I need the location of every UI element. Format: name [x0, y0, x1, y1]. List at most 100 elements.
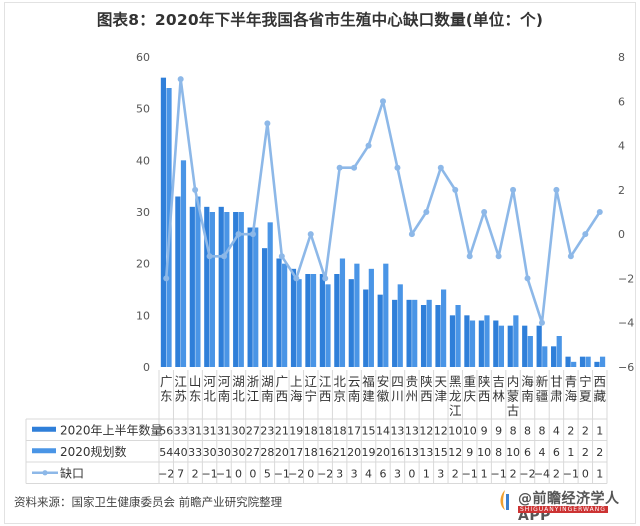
table-value: 31 [188, 424, 202, 437]
category-label: 陕 [420, 374, 433, 389]
table-value: 56 [159, 424, 173, 437]
bar-plan [513, 315, 519, 367]
bar-h1 [247, 227, 253, 367]
category-label: 广 [160, 374, 173, 389]
category-label: 古 [507, 403, 520, 418]
table-value: −1 [201, 467, 217, 480]
bar-plan [180, 160, 187, 367]
bar-plan [195, 196, 201, 367]
bar-h1 [420, 305, 427, 367]
bar-h1 [551, 346, 557, 367]
bar-h1 [175, 196, 181, 367]
gap-point [466, 253, 473, 260]
bar-h1 [204, 206, 210, 367]
bar-plan [498, 325, 505, 367]
category-label: 林 [492, 389, 505, 404]
table-value: 16 [390, 446, 404, 459]
table-value: 33 [174, 424, 188, 437]
table-value: 13 [390, 424, 404, 437]
category-label: 宁 [304, 389, 317, 404]
right-axis-tick: 4 [618, 140, 625, 153]
bar-plan [585, 356, 591, 367]
gap-point [235, 231, 242, 238]
gap-point [336, 164, 343, 171]
table-value: 0 [582, 467, 589, 480]
right-axis-tick: −6 [618, 361, 634, 374]
bar-plan [441, 289, 447, 367]
category-label: 北 [333, 374, 346, 389]
bar-plan [267, 222, 273, 367]
category-label: 海 [521, 374, 534, 389]
table-value: 5 [264, 467, 271, 480]
table-value: 2 [582, 424, 589, 437]
bar-h1 [579, 356, 586, 367]
table-value: 33 [188, 446, 202, 459]
table-value: 0 [235, 467, 242, 480]
table-value: 10 [477, 446, 491, 459]
gap-point [221, 253, 228, 260]
gap-line [164, 77, 601, 325]
table-value: 27 [246, 446, 260, 459]
table-value: 2 [192, 467, 199, 480]
bar-plan [325, 284, 331, 367]
category-label: 东 [160, 389, 173, 404]
table-value: 8 [495, 446, 502, 459]
category-label: 河 [218, 374, 231, 389]
table-value: 12 [419, 424, 433, 437]
bar-plan [426, 299, 432, 367]
legend-swatch-bar [32, 448, 56, 454]
table-value: 1 [423, 467, 430, 480]
bar-h1 [536, 325, 542, 367]
table-value: 4 [365, 467, 372, 480]
table-value: 17 [347, 424, 361, 437]
right-axis-tick: 6 [618, 95, 625, 108]
table-value: 9 [481, 424, 488, 437]
gap-point [163, 275, 170, 282]
gap-point [567, 253, 574, 260]
gap-point [380, 98, 386, 105]
table-value: 30 [203, 446, 217, 459]
table-value: 0 [307, 467, 314, 480]
table-value: 19 [362, 446, 376, 459]
table-value: −1 [491, 467, 507, 480]
category-label: 海 [290, 389, 303, 404]
table-value: 6 [524, 446, 531, 459]
table-value: 2 [452, 467, 459, 480]
bar-h1 [160, 77, 167, 368]
category-label: 南 [521, 389, 534, 404]
bar-h1 [522, 325, 528, 367]
table-value: 2 [567, 424, 574, 437]
bar-plan [484, 315, 490, 367]
category-label: 贵 [406, 374, 419, 389]
bar-plan [556, 336, 562, 367]
category-label: 夏 [579, 389, 592, 404]
category-label: 蒙 [507, 389, 520, 404]
left-axis-tick: 10 [136, 309, 150, 322]
category-label: 四 [391, 374, 404, 389]
brand-watermark: @前瞻经济学人APP SHIGUANYINGERWANG [490, 486, 630, 524]
gap-line-series [163, 76, 603, 326]
table-value: 1 [596, 424, 603, 437]
gap-point [437, 164, 444, 171]
table-value: −2 [519, 467, 535, 480]
table-value: 21 [333, 446, 347, 459]
bar-plan [253, 227, 259, 367]
category-label: 徽 [377, 389, 390, 404]
table-value: 1 [481, 467, 488, 480]
bar-h1 [218, 206, 224, 367]
bar-h1 [334, 274, 340, 367]
category-label: 西 [420, 389, 433, 404]
table-value: −1 [274, 467, 290, 480]
table-value: 4 [538, 446, 545, 459]
bar-plan [571, 361, 577, 367]
table-value: −2 [288, 467, 304, 480]
gap-point [322, 275, 329, 282]
category-label: 吉 [492, 374, 505, 389]
table-value: 6 [380, 467, 387, 480]
table-value: −1 [563, 467, 579, 480]
table-value: 0 [408, 467, 415, 480]
source-note: 资料来源：国家卫生健康委员会 前瞻产业研究院整理 [14, 495, 283, 509]
right-y-axis: −6 −4 −2 0 2 4 6 8 [618, 51, 634, 374]
bar-plan [224, 212, 230, 367]
table-value: 3 [394, 467, 401, 480]
